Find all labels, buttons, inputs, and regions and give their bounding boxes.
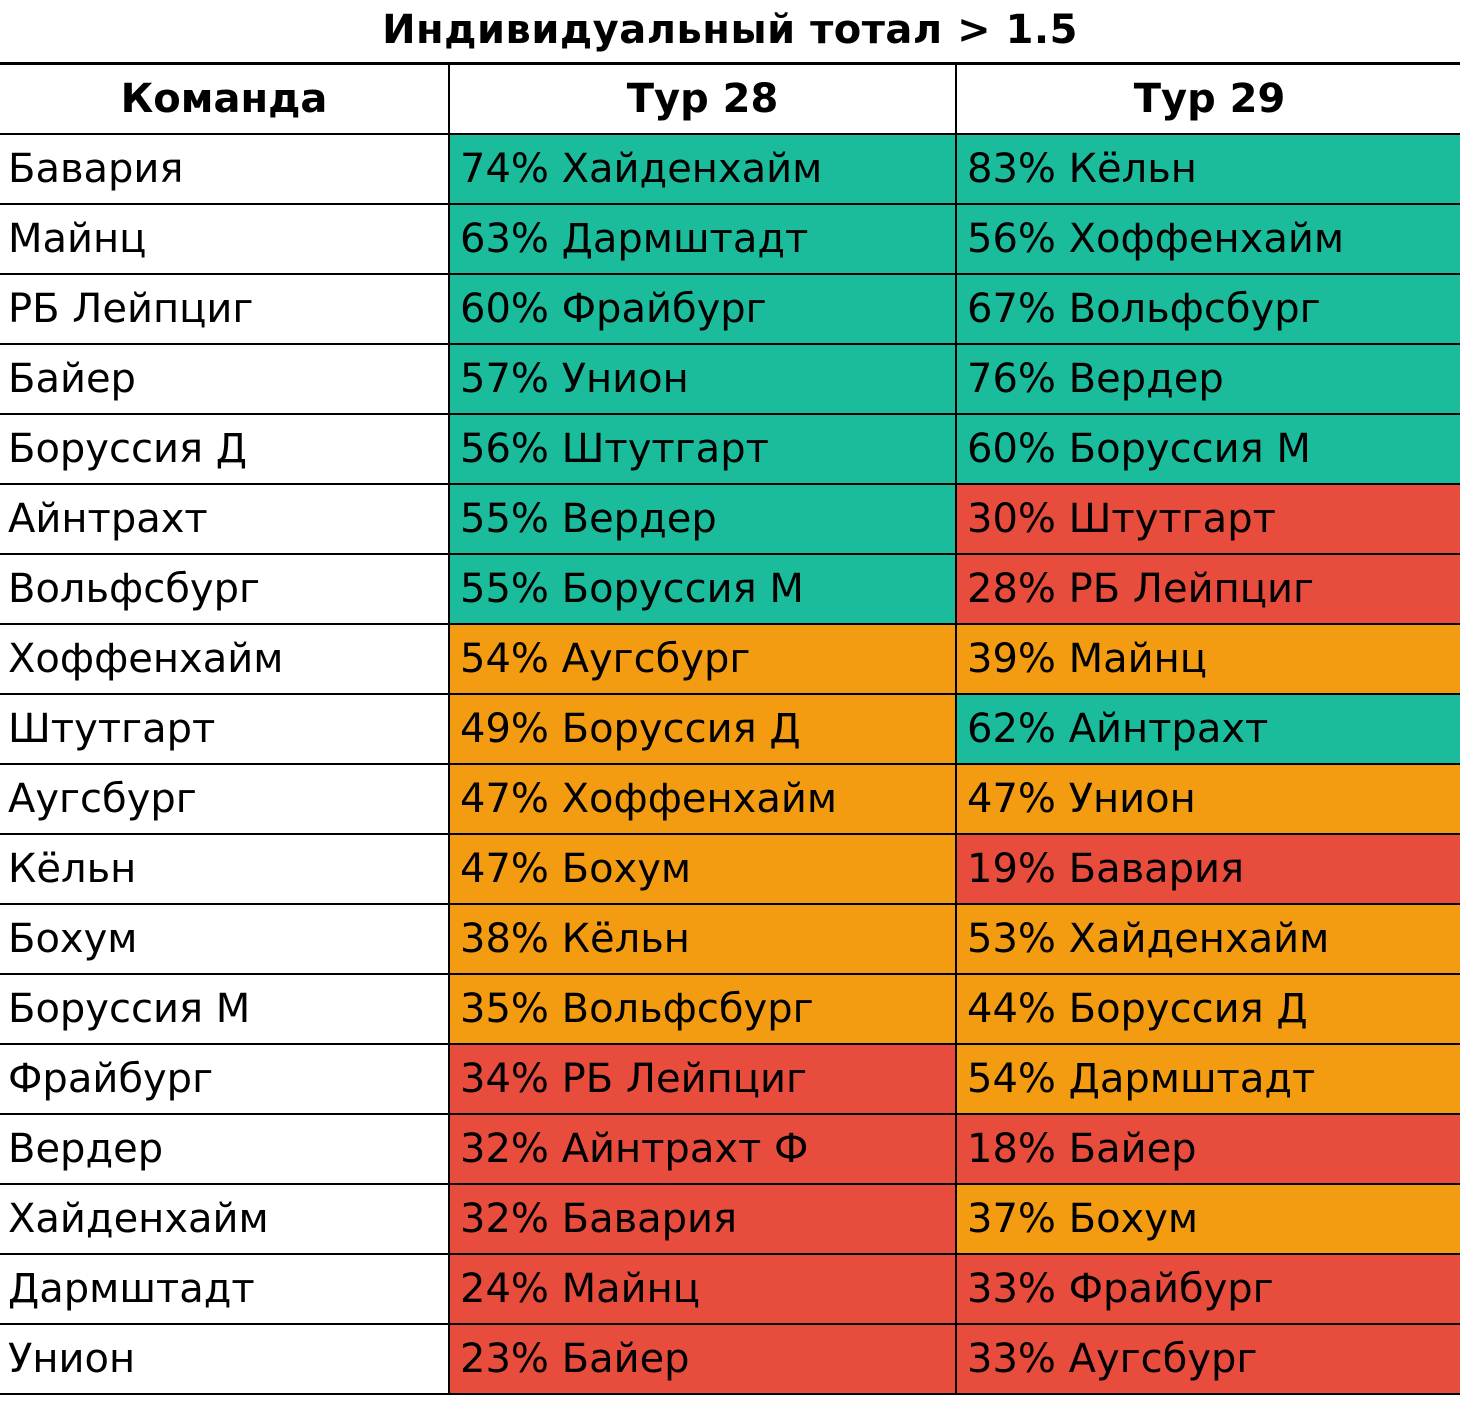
team-cell: Майнц bbox=[0, 203, 450, 275]
round-28-cell: 23% Байер bbox=[448, 1323, 957, 1395]
round-29-cell: 76% Вердер bbox=[955, 343, 1460, 415]
header-team: Команда bbox=[0, 62, 450, 135]
table-row: РБ Лейпциг 60% Фрайбург 67% Вольфсбург bbox=[0, 273, 1460, 345]
table-row: Майнц 63% Дармштадт 56% Хоффенхайм bbox=[0, 203, 1460, 275]
round-29-cell: 37% Бохум bbox=[955, 1183, 1460, 1255]
round-28-cell: 49% Боруссия Д bbox=[448, 693, 957, 765]
team-cell: Боруссия М bbox=[0, 973, 450, 1045]
table-row: Вольфсбург 55% Боруссия М 28% РБ Лейпциг bbox=[0, 553, 1460, 625]
round-28-cell: 74% Хайденхайм bbox=[448, 133, 957, 205]
table-row: Дармштадт 24% Майнц 33% Фрайбург bbox=[0, 1253, 1460, 1325]
individual-total-table: Команда Тур 28 Тур 29 Бавария 74% Хайденх… bbox=[0, 62, 1460, 1395]
round-29-cell: 62% Айнтрахт bbox=[955, 693, 1460, 765]
round-28-cell: 24% Майнц bbox=[448, 1253, 957, 1325]
round-28-cell: 60% Фрайбург bbox=[448, 273, 957, 345]
round-29-cell: 28% РБ Лейпциг bbox=[955, 553, 1460, 625]
round-28-cell: 55% Боруссия М bbox=[448, 553, 957, 625]
team-cell: Бавария bbox=[0, 133, 450, 205]
team-cell: Унион bbox=[0, 1323, 450, 1395]
round-29-cell: 44% Боруссия Д bbox=[955, 973, 1460, 1045]
team-cell: Хайденхайм bbox=[0, 1183, 450, 1255]
table-row: Кёльн 47% Бохум 19% Бавария bbox=[0, 833, 1460, 905]
round-28-cell: 63% Дармштадт bbox=[448, 203, 957, 275]
team-cell: Дармштадт bbox=[0, 1253, 450, 1325]
table-row: Хоффенхайм 54% Аугсбург 39% Майнц bbox=[0, 623, 1460, 695]
round-28-cell: 55% Вердер bbox=[448, 483, 957, 555]
table-row: Айнтрахт 55% Вердер 30% Штутгарт bbox=[0, 483, 1460, 555]
round-28-cell: 32% Бавария bbox=[448, 1183, 957, 1255]
round-29-cell: 83% Кёльн bbox=[955, 133, 1460, 205]
round-28-cell: 54% Аугсбург bbox=[448, 623, 957, 695]
table-title: Индивидуальный тотал > 1.5 bbox=[382, 7, 1078, 53]
team-cell: Айнтрахт bbox=[0, 483, 450, 555]
round-29-cell: 53% Хайденхайм bbox=[955, 903, 1460, 975]
round-29-cell: 39% Майнц bbox=[955, 623, 1460, 695]
table-row: Боруссия М 35% Вольфсбург 44% Боруссия Д bbox=[0, 973, 1460, 1045]
round-28-cell: 35% Вольфсбург bbox=[448, 973, 957, 1045]
round-28-cell: 56% Штутгарт bbox=[448, 413, 957, 485]
table-row: Боруссия Д 56% Штутгарт 60% Боруссия М bbox=[0, 413, 1460, 485]
header-row: Команда Тур 28 Тур 29 bbox=[0, 62, 1460, 135]
round-29-cell: 19% Бавария bbox=[955, 833, 1460, 905]
round-28-cell: 34% РБ Лейпциг bbox=[448, 1043, 957, 1115]
team-cell: Фрайбург bbox=[0, 1043, 450, 1115]
team-cell: Боруссия Д bbox=[0, 413, 450, 485]
team-cell: Аугсбург bbox=[0, 763, 450, 835]
round-29-cell: 60% Боруссия М bbox=[955, 413, 1460, 485]
team-cell: Вольфсбург bbox=[0, 553, 450, 625]
table-row: Фрайбург 34% РБ Лейпциг 54% Дармштадт bbox=[0, 1043, 1460, 1115]
table-row: Бохум 38% Кёльн 53% Хайденхайм bbox=[0, 903, 1460, 975]
table-row: Вердер 32% Айнтрахт Ф 18% Байер bbox=[0, 1113, 1460, 1185]
round-28-cell: 32% Айнтрахт Ф bbox=[448, 1113, 957, 1185]
round-29-cell: 67% Вольфсбург bbox=[955, 273, 1460, 345]
round-28-cell: 47% Бохум bbox=[448, 833, 957, 905]
round-29-cell: 54% Дармштадт bbox=[955, 1043, 1460, 1115]
round-28-cell: 47% Хоффенхайм bbox=[448, 763, 957, 835]
table-row: Байер 57% Унион 76% Вердер bbox=[0, 343, 1460, 415]
team-cell: Байер bbox=[0, 343, 450, 415]
table-body: Бавария 74% Хайденхайм 83% Кёльн Майнц 63% Д… bbox=[0, 133, 1460, 1395]
round-29-cell: 33% Аугсбург bbox=[955, 1323, 1460, 1395]
team-cell: Хоффенхайм bbox=[0, 623, 450, 695]
table-row: Бавария 74% Хайденхайм 83% Кёльн bbox=[0, 133, 1460, 205]
round-29-cell: 33% Фрайбург bbox=[955, 1253, 1460, 1325]
round-29-cell: 47% Унион bbox=[955, 763, 1460, 835]
table-row: Хайденхайм 32% Бавария 37% Бохум bbox=[0, 1183, 1460, 1255]
round-29-cell: 30% Штутгарт bbox=[955, 483, 1460, 555]
header-round-28: Тур 28 bbox=[448, 62, 957, 135]
round-29-cell: 18% Байер bbox=[955, 1113, 1460, 1185]
table-row: Штутгарт 49% Боруссия Д 62% Айнтрахт bbox=[0, 693, 1460, 765]
team-cell: РБ Лейпциг bbox=[0, 273, 450, 345]
round-28-cell: 57% Унион bbox=[448, 343, 957, 415]
team-cell: Штутгарт bbox=[0, 693, 450, 765]
table-row: Аугсбург 47% Хоффенхайм 47% Унион bbox=[0, 763, 1460, 835]
round-29-cell: 56% Хоффенхайм bbox=[955, 203, 1460, 275]
table-row: Унион 23% Байер 33% Аугсбург bbox=[0, 1323, 1460, 1395]
team-cell: Кёльн bbox=[0, 833, 450, 905]
round-28-cell: 38% Кёльн bbox=[448, 903, 957, 975]
team-cell: Бохум bbox=[0, 903, 450, 975]
header-round-29: Тур 29 bbox=[955, 62, 1460, 135]
team-cell: Вердер bbox=[0, 1113, 450, 1185]
